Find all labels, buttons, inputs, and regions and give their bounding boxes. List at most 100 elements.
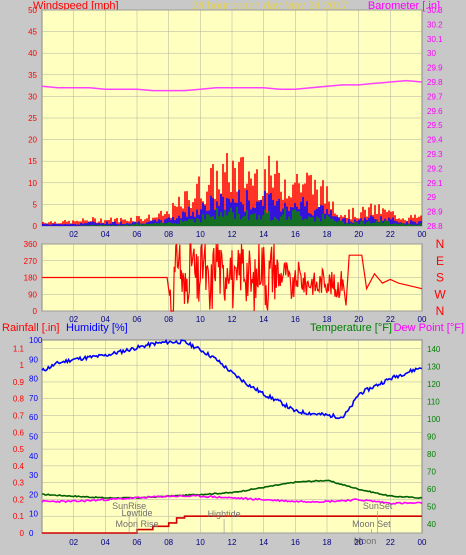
temp-x-tick: 18 [323, 538, 332, 547]
direction-tick-labels: 0 90 180 270 360 [24, 240, 38, 316]
wind-y-tick: 45 [28, 28, 37, 37]
wind-x-tick: 18 [323, 230, 332, 239]
barometer-tick: 29.1 [427, 179, 443, 188]
direction-y-tick: 360 [24, 240, 38, 249]
annotation-label: Lowtide [121, 508, 152, 518]
temperature-tick: 120 [427, 380, 441, 389]
humidity-line [41, 339, 423, 420]
rain-tick: 0.5 [13, 445, 25, 454]
wind-x-tick: 20 [354, 230, 363, 239]
humidity-tick: 60 [29, 413, 38, 422]
direction-x-tick: 16 [291, 315, 300, 324]
temperature-tick: 100 [427, 415, 441, 424]
wind-x-tick: 16 [291, 230, 300, 239]
compass-label: N [436, 304, 445, 318]
wind-x-tick: 02 [69, 230, 78, 239]
barometer-tick: 30.1 [427, 35, 443, 44]
barometer-tick: 29.6 [427, 107, 443, 116]
compass-label: W [434, 287, 446, 301]
barometer-tick: 28.9 [427, 208, 443, 217]
barometer-tick: 30 [427, 49, 436, 58]
rain-tick-labels: 0 0.1 0.2 0.3 0.4 0.5 0.6 0.7 0.8 0.9 1 1.1 [13, 344, 25, 538]
temperature-tick: 140 [427, 345, 441, 354]
rainfall-axis-title: Rainfall [.in] [2, 322, 59, 334]
temp-x-tick: 10 [196, 538, 205, 547]
compass-label: E [436, 254, 444, 268]
direction-y-tick: 0 [33, 307, 38, 316]
barometer-tick: 30.2 [427, 20, 443, 29]
wind-y-tick: 20 [28, 136, 37, 145]
wind-x-tick: 08 [164, 230, 173, 239]
wind-y-tick: 5 [33, 200, 38, 209]
temp-x-tick: 16 [291, 538, 300, 547]
temp-x-tick: 04 [101, 538, 110, 547]
direction-x-tick: 18 [323, 315, 332, 324]
annotation-label: SunSet [363, 501, 393, 511]
temp-x-tick: 00 [418, 538, 427, 547]
barometer-tick: 29.8 [427, 78, 443, 87]
wind-x-tick: 04 [101, 230, 110, 239]
temperature-tick-labels: 40 50 60 70 80 90 100 110 120 130 140 [427, 345, 441, 529]
temp-x-tick: 12 [228, 538, 237, 547]
temp-x-tick: 06 [133, 538, 142, 547]
temperature-tick: 50 [427, 503, 436, 512]
temperature-tick: 70 [427, 468, 436, 477]
temp-x-tick-labels: 02 04 06 08 10 12 14 16 18 20 22 00 [69, 538, 427, 547]
rain-tick: 0 [20, 529, 25, 538]
wind-y-tick: 40 [28, 49, 37, 58]
wind-x-tick-labels: 02 04 06 08 10 12 14 16 18 20 22 00 [69, 230, 427, 239]
temperature-tick: 80 [427, 450, 436, 459]
rain-tick: 0.6 [13, 428, 25, 437]
barometer-tick: 29 [427, 193, 436, 202]
humidity-tick: 70 [29, 394, 38, 403]
direction-x-tick-labels: 02 04 06 08 10 12 14 16 18 20 22 00 [69, 315, 427, 324]
annotation-label: Moon Rise [115, 519, 158, 529]
direction-x-tick: 20 [354, 315, 363, 324]
compass-label: S [436, 271, 444, 285]
rain-tick: 0.7 [13, 412, 25, 421]
temp-x-tick: 14 [259, 538, 268, 547]
dewpoint-line [41, 494, 423, 505]
temperature-tick: 130 [427, 362, 441, 371]
humidity-tick: 100 [29, 336, 43, 345]
temperature-tick: 110 [427, 397, 440, 406]
humidity-tick: 80 [29, 375, 38, 384]
wind-x-tick: 06 [133, 230, 142, 239]
direction-x-tick: 12 [228, 315, 237, 324]
temperature-tick: 90 [427, 433, 436, 442]
wind-x-tick: 10 [196, 230, 205, 239]
dewpoint-axis-title: Dew Point [°F] [394, 322, 464, 334]
compass-label: N [436, 237, 445, 251]
barometer-tick: 29.9 [427, 64, 443, 73]
humidity-tick: 50 [29, 433, 38, 442]
direction-y-tick: 180 [24, 274, 38, 283]
wind-x-tick: 00 [418, 230, 427, 239]
wind-left-tick-labels: 0 5 10 15 20 25 30 35 40 45 50 [28, 6, 37, 231]
rain-tick: 0.3 [13, 479, 25, 488]
direction-y-tick: 270 [24, 257, 38, 266]
temperature-tick: 60 [427, 485, 436, 494]
temp-x-tick: 08 [164, 538, 173, 547]
direction-x-tick: 10 [196, 315, 205, 324]
direction-x-tick: 00 [418, 315, 427, 324]
barometer-tick: 29.2 [427, 164, 443, 173]
wind-low-bars [74, 206, 422, 226]
wind-x-tick: 22 [386, 230, 395, 239]
rain-tick: 0.4 [13, 462, 25, 471]
barometer-tick: 29.4 [427, 136, 443, 145]
direction-x-tick: 04 [101, 315, 110, 324]
graph-title: 24 hour graph day May 24 2017 [192, 0, 348, 12]
rain-tick: 0.9 [13, 378, 25, 387]
humidity-tick: 30 [29, 471, 38, 480]
wind-x-tick: 12 [228, 230, 237, 239]
barometer-line [41, 79, 423, 92]
humidity-tick: 0 [29, 529, 34, 538]
wind-y-tick: 0 [33, 222, 38, 231]
rain-tick: 1 [20, 361, 25, 370]
barometer-tick: 29.7 [427, 92, 443, 101]
temp-x-tick: 20 [354, 538, 363, 547]
barometer-tick: 29.3 [427, 150, 443, 159]
